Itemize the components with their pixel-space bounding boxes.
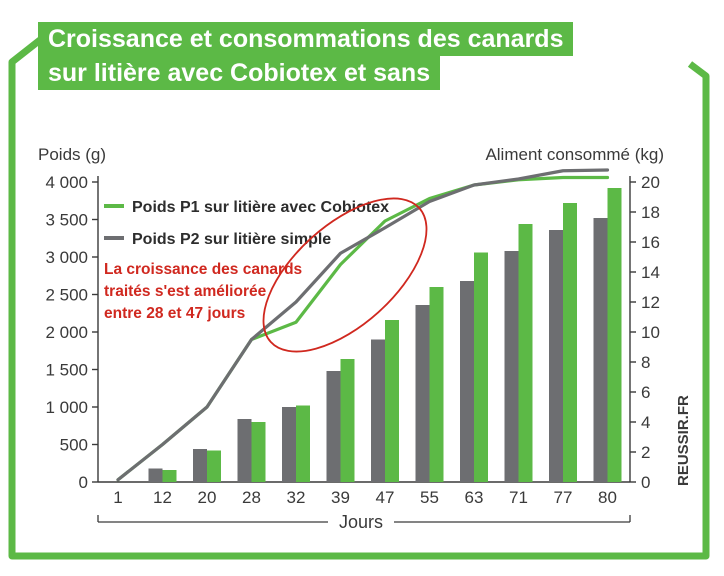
bar-gray-32 — [282, 407, 296, 482]
bar-gray-80 — [593, 218, 608, 482]
x-tick-label: 12 — [153, 488, 172, 507]
highlight-ellipse — [262, 197, 428, 353]
watermark-text: REUSSIR.FR — [675, 395, 692, 486]
x-tick-label: 47 — [376, 488, 395, 507]
chart-title-line-2: sur litière avec Cobiotex et sans — [38, 56, 441, 90]
annotation-line-3: entre 28 et 47 jours — [104, 305, 245, 322]
x-tick-label: 63 — [465, 488, 484, 507]
x-tick-label: 28 — [242, 488, 261, 507]
y-tick-label-right: 0 — [641, 473, 650, 492]
y-tick-label-left: 0 — [79, 473, 88, 492]
x-tick-label: 32 — [287, 488, 306, 507]
chart-title-line-1: Croissance et consommations des canards — [38, 22, 574, 56]
bar-green-55 — [429, 287, 444, 482]
bar-green-28 — [251, 422, 266, 482]
y-axis-right-title: Aliment consommé (kg) — [485, 145, 664, 164]
x-tick-label: 55 — [420, 488, 439, 507]
x-tick-label: 20 — [198, 488, 217, 507]
bar-green-71 — [518, 224, 533, 482]
bar-green-39 — [340, 359, 355, 482]
y-tick-label-left: 500 — [60, 436, 88, 455]
bar-green-12 — [162, 470, 177, 482]
x-axis-title: Jours — [339, 512, 383, 532]
annotation-line-2: traités s'est améliorée — [104, 283, 267, 300]
bar-gray-47 — [371, 339, 385, 482]
y-tick-label-right: 8 — [641, 353, 650, 372]
y-tick-label-left: 1 000 — [45, 398, 88, 417]
y-tick-label-right: 10 — [641, 323, 660, 342]
x-tick-label: 80 — [598, 488, 617, 507]
y-tick-label-right: 14 — [641, 263, 660, 282]
chart-title: Croissance et consommations des canards … — [38, 22, 574, 90]
bar-green-32 — [296, 405, 310, 482]
bar-green-20 — [207, 450, 221, 482]
x-tick-label: 71 — [509, 488, 528, 507]
y-tick-label-right: 6 — [641, 383, 650, 402]
x-tick-label: 1 — [113, 488, 122, 507]
x-tick-label: 77 — [554, 488, 573, 507]
y-tick-label-right: 2 — [641, 443, 650, 462]
legend-label-p1: Poids P1 sur litière avec Cobiotex — [132, 199, 389, 216]
bar-green-80 — [607, 188, 622, 482]
y-tick-label-left: 2 500 — [45, 286, 88, 305]
y-tick-label-left: 3 500 — [45, 211, 88, 230]
bar-green-63 — [474, 252, 488, 482]
y-tick-label-right: 20 — [641, 173, 660, 192]
series-line-p1 — [116, 175, 610, 482]
bar-gray-39 — [326, 371, 341, 482]
bar-gray-71 — [504, 251, 519, 482]
bar-green-47 — [385, 320, 399, 482]
y-tick-label-left: 4 000 — [45, 173, 88, 192]
y-tick-label-left: 1 500 — [45, 361, 88, 380]
bar-green-77 — [563, 203, 577, 482]
y-tick-label-right: 18 — [641, 203, 660, 222]
legend-label-p2: Poids P2 sur litière simple — [132, 231, 331, 248]
annotation-line-1: La croissance des canards — [104, 261, 302, 278]
y-tick-label-left: 3 000 — [45, 248, 88, 267]
y-axis-left-title: Poids (g) — [38, 145, 106, 164]
bar-gray-55 — [415, 305, 430, 482]
bar-gray-63 — [460, 281, 474, 482]
bar-gray-77 — [549, 230, 563, 482]
x-tick-label: 39 — [331, 488, 350, 507]
y-tick-label-right: 4 — [641, 413, 650, 432]
bar-gray-28 — [237, 419, 252, 482]
y-tick-label-right: 16 — [641, 233, 660, 252]
y-tick-label-left: 2 000 — [45, 323, 88, 342]
series-line-p2 — [116, 168, 610, 482]
bar-gray-12 — [148, 468, 163, 482]
y-tick-label-right: 12 — [641, 293, 660, 312]
bar-gray-20 — [193, 449, 207, 482]
